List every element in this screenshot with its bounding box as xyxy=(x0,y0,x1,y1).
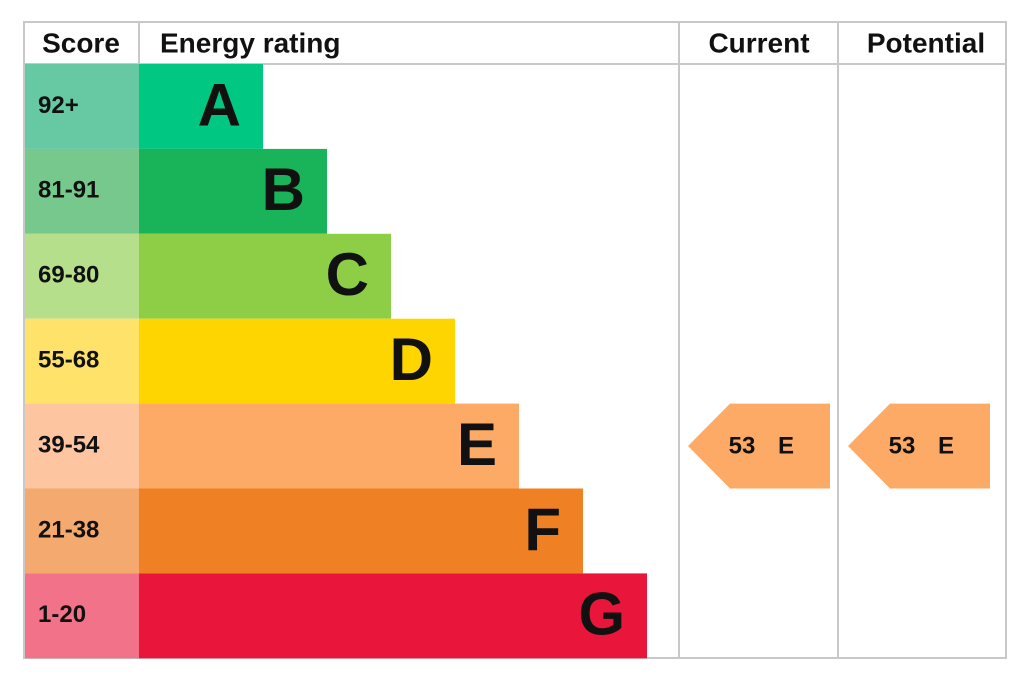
score-cell xyxy=(25,148,139,234)
rating-bar xyxy=(139,403,519,489)
score-label: 55-68 xyxy=(38,346,99,373)
potential-arrow xyxy=(848,403,990,489)
header-potential: Potential xyxy=(867,27,985,58)
score-cell xyxy=(25,488,139,574)
header-current: Current xyxy=(708,27,809,58)
rating-letter: A xyxy=(198,71,241,138)
header-rating: Energy rating xyxy=(160,27,340,58)
rating-letter: E xyxy=(457,411,497,478)
score-label: 69-80 xyxy=(38,262,99,289)
rating-bar xyxy=(139,488,583,574)
rating-bar xyxy=(139,64,263,149)
rating-letter: D xyxy=(390,326,433,393)
potential-letter: E xyxy=(938,432,954,459)
score-label: 21-38 xyxy=(38,516,99,543)
header-score: Score xyxy=(42,27,120,58)
rating-letter: B xyxy=(262,156,305,223)
score-label: 92+ xyxy=(38,92,79,119)
current-score: 53 xyxy=(729,432,756,459)
potential-score: 53 xyxy=(889,432,916,459)
score-label: 1-20 xyxy=(38,601,86,628)
score-cell xyxy=(25,318,139,404)
score-label: 81-91 xyxy=(38,177,99,204)
rating-bar xyxy=(139,148,327,234)
rating-letter: F xyxy=(524,496,561,563)
score-cell xyxy=(25,573,139,659)
score-cell xyxy=(25,233,139,319)
score-cell xyxy=(25,64,139,149)
rating-bar xyxy=(139,233,391,319)
rating-bar xyxy=(139,318,455,404)
current-arrow xyxy=(688,403,830,489)
current-letter: E xyxy=(778,432,794,459)
score-cell xyxy=(25,403,139,489)
score-label: 39-54 xyxy=(38,431,100,458)
rating-bar xyxy=(139,573,647,659)
rating-letter: C xyxy=(326,241,369,308)
rating-letter: G xyxy=(578,581,625,648)
